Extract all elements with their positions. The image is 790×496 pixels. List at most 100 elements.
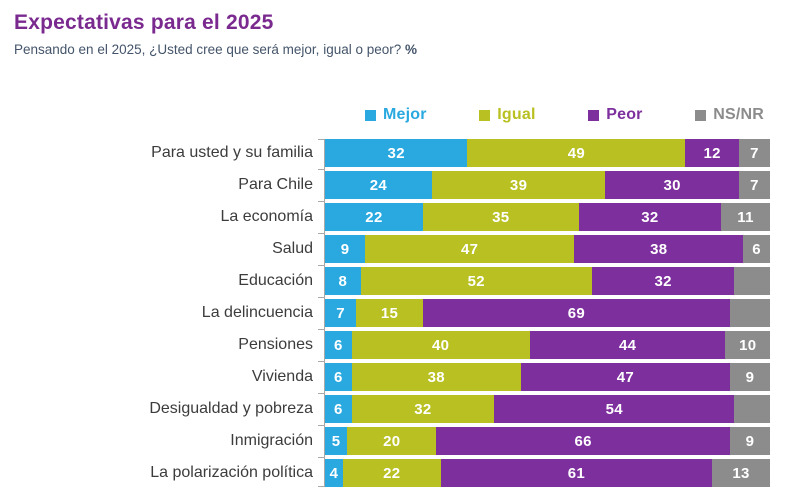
bar-segment-mejor: 22	[325, 203, 423, 231]
legend-swatch-icon	[695, 109, 707, 121]
category-label: Para usted y su familia	[151, 144, 313, 161]
bar-segment-mejor: 9	[325, 235, 366, 263]
value-label: 9	[745, 368, 755, 386]
value-label: 8	[338, 272, 348, 290]
bar-segment-nsnr	[734, 267, 770, 295]
value-label: 69	[567, 304, 586, 322]
bar-segment-igual: 47	[365, 235, 575, 263]
category-label: Inmigración	[230, 432, 313, 449]
bar-segment-mejor: 6	[325, 363, 352, 391]
value-label: 6	[334, 336, 343, 354]
bar-segment-nsnr: 11	[721, 203, 770, 231]
bar-segment-mejor: 6	[325, 395, 352, 423]
chart-row: Salud 9 47 38 6	[14, 235, 770, 263]
value-label: 54	[605, 400, 623, 418]
legend-label: Mejor	[383, 106, 427, 123]
bar-segment-mejor: 6	[325, 331, 352, 359]
legend-swatch-icon	[479, 109, 491, 121]
bar-segment-nsnr: 9	[729, 363, 770, 391]
page-subtitle: Pensando en el 2025, ¿Usted cree que ser…	[14, 41, 776, 59]
value-label: 38	[427, 368, 445, 386]
bar-segment-mejor: 4	[325, 459, 343, 487]
bar-track: 22 35 32 11	[325, 203, 770, 231]
bar-segment-peor: 12	[685, 139, 739, 167]
bar-segment-nsnr: 6	[743, 235, 770, 263]
axis-tick	[318, 139, 325, 140]
chart-plot: Para usted y su familia 32 49 12 7 Para Chile…	[14, 139, 770, 487]
bar-segment-mejor: 32	[325, 139, 468, 167]
chart-row: Desigualdad y pobreza 6 32 54	[14, 395, 770, 423]
category-label: Vivienda	[251, 368, 313, 385]
plot-rows: Para usted y su familia 32 49 12 7 Para Chile…	[14, 139, 770, 487]
value-label: 32	[641, 208, 659, 226]
y-axis-line	[324, 139, 325, 487]
axis-tick	[318, 486, 325, 487]
bar-segment-nsnr: 9	[729, 427, 770, 455]
value-label: 49	[567, 144, 586, 162]
legend-item-peor: Peor	[588, 106, 642, 124]
bar-segment-igual: 35	[422, 203, 579, 231]
value-label: 7	[750, 176, 759, 194]
value-label: 4	[329, 464, 339, 482]
chart-row: La economía 22 35 32 11	[14, 203, 770, 231]
value-label: 38	[650, 240, 668, 258]
bar-segment-peor: 32	[591, 267, 735, 295]
bar-track: 9 47 38 6	[325, 235, 770, 263]
bar-track: 6 40 44 10	[325, 331, 770, 359]
value-label: 47	[460, 240, 479, 258]
chart-row: La polarización política 4 22 61 13	[14, 459, 770, 487]
axis-tick	[318, 361, 325, 362]
bar-segment-mejor: 5	[325, 427, 348, 455]
bar-segment-nsnr: 7	[738, 139, 770, 167]
value-label: 9	[340, 240, 350, 258]
chart-row: Vivienda 6 38 47 9	[14, 363, 770, 391]
value-label: 32	[654, 272, 672, 290]
value-label: 47	[616, 368, 634, 386]
bar-segment-peor: 47	[520, 363, 730, 391]
chart-legend: Mejor Igual Peor NS/NR	[325, 104, 770, 126]
value-label: 32	[414, 400, 432, 418]
bar-track: 7 15 69	[325, 299, 770, 327]
bar-segment-peor: 30	[605, 171, 739, 199]
value-label: 12	[703, 144, 721, 162]
subtitle-unit: %	[405, 42, 418, 57]
value-label: 30	[663, 176, 681, 194]
bar-track: 8 52 32	[325, 267, 770, 295]
value-label: 11	[737, 208, 754, 226]
bar-segment-nsnr: 7	[738, 171, 770, 199]
bar-segment-peor: 38	[574, 235, 744, 263]
bar-track: 32 49 12 7	[325, 139, 770, 167]
value-label: 66	[574, 432, 592, 450]
axis-tick	[318, 425, 325, 426]
value-label: 6	[752, 240, 761, 258]
category-label: La delincuencia	[201, 304, 313, 321]
bar-segment-peor: 69	[422, 299, 730, 327]
axis-tick	[318, 201, 325, 202]
axis-tick	[318, 297, 325, 298]
bar-segment-nsnr	[729, 299, 770, 327]
value-label: 13	[732, 464, 750, 482]
legend-swatch-icon	[365, 109, 376, 121]
bar-segment-nsnr	[734, 395, 770, 423]
category-label: Salud	[272, 240, 313, 257]
bar-segment-igual: 39	[431, 171, 606, 199]
chart-row: Inmigración 5 20 66 9	[14, 427, 770, 455]
legend-swatch-icon	[588, 109, 600, 121]
chart-row: Educación 8 52 32	[14, 267, 770, 295]
axis-tick	[318, 329, 325, 330]
value-label: 6	[334, 368, 343, 386]
category-label: Desigualdad y pobreza	[149, 400, 313, 417]
legend-item-igual: Igual	[479, 106, 535, 124]
bar-track: 6 38 47 9	[325, 363, 770, 391]
value-label: 40	[432, 336, 450, 354]
bar-segment-igual: 52	[360, 267, 592, 295]
value-label: 61	[567, 464, 586, 482]
bar-track: 6 32 54	[325, 395, 770, 423]
category-label: Pensiones	[238, 336, 313, 353]
bar-segment-nsnr: 10	[725, 331, 770, 359]
bar-segment-mejor: 24	[325, 171, 432, 199]
chart-row: Pensiones 6 40 44 10	[14, 331, 770, 359]
bar-segment-peor: 61	[440, 459, 713, 487]
bar-segment-igual: 49	[467, 139, 686, 167]
bar-track: 24 39 30 7	[325, 171, 770, 199]
